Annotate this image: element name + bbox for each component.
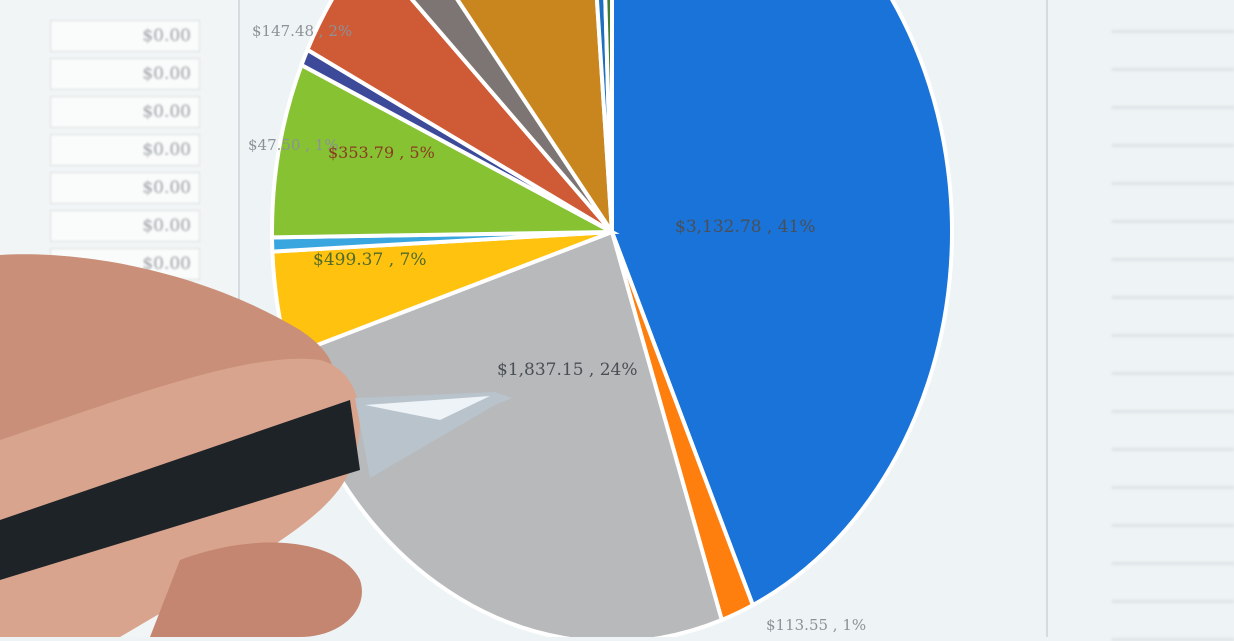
table-cell: $0.00 bbox=[50, 134, 200, 166]
table-cell: $0.00 bbox=[50, 210, 200, 242]
label-blue: $3,132.78 , 41% bbox=[675, 217, 816, 237]
pie-slice bbox=[409, 0, 614, 234]
label-red: $353.79 , 5% bbox=[328, 143, 435, 162]
table-row bbox=[1112, 342, 1234, 375]
label-gray: $1,837.15 , 24% bbox=[497, 360, 638, 380]
pie-slice bbox=[594, 0, 614, 233]
pie-slice bbox=[304, 0, 614, 234]
table-row bbox=[1112, 304, 1234, 337]
table-row bbox=[1112, 456, 1234, 489]
table-row bbox=[1112, 190, 1234, 223]
table-row bbox=[1112, 418, 1234, 451]
finger bbox=[150, 542, 362, 637]
table-row bbox=[1112, 570, 1234, 603]
table-row bbox=[1112, 76, 1234, 109]
pen-highlight bbox=[365, 396, 490, 420]
pie-slice bbox=[270, 62, 620, 240]
table-cell: $0.00 bbox=[50, 58, 200, 90]
table-row bbox=[1112, 228, 1234, 261]
table-row bbox=[1112, 532, 1234, 565]
divider bbox=[1046, 0, 1048, 637]
label-green: $499.37 , 7% bbox=[313, 250, 426, 270]
hand-with-pen bbox=[0, 254, 512, 637]
table-row bbox=[1112, 380, 1234, 413]
pen-tip bbox=[355, 392, 512, 478]
table-cell: $0.00 bbox=[50, 172, 200, 204]
label-navy: $47.50 , 1% bbox=[248, 136, 339, 154]
table-cell: $0.00 bbox=[50, 20, 200, 52]
table-row bbox=[1112, 494, 1234, 527]
pie-slice bbox=[603, 0, 614, 233]
table-row bbox=[1112, 152, 1234, 185]
label-orange: $113.55 , 1% bbox=[766, 616, 866, 634]
pen-body bbox=[0, 400, 360, 580]
table-row bbox=[1112, 38, 1234, 71]
table-cell: $0.00 bbox=[50, 96, 200, 128]
label-brown-gray: $147.48 , 2% bbox=[252, 22, 352, 40]
pie-slice bbox=[455, 0, 615, 240]
right-spreadsheet bbox=[1112, 0, 1234, 641]
table-row bbox=[1112, 266, 1234, 299]
table-row bbox=[1112, 114, 1234, 147]
table-row bbox=[1112, 0, 1234, 33]
